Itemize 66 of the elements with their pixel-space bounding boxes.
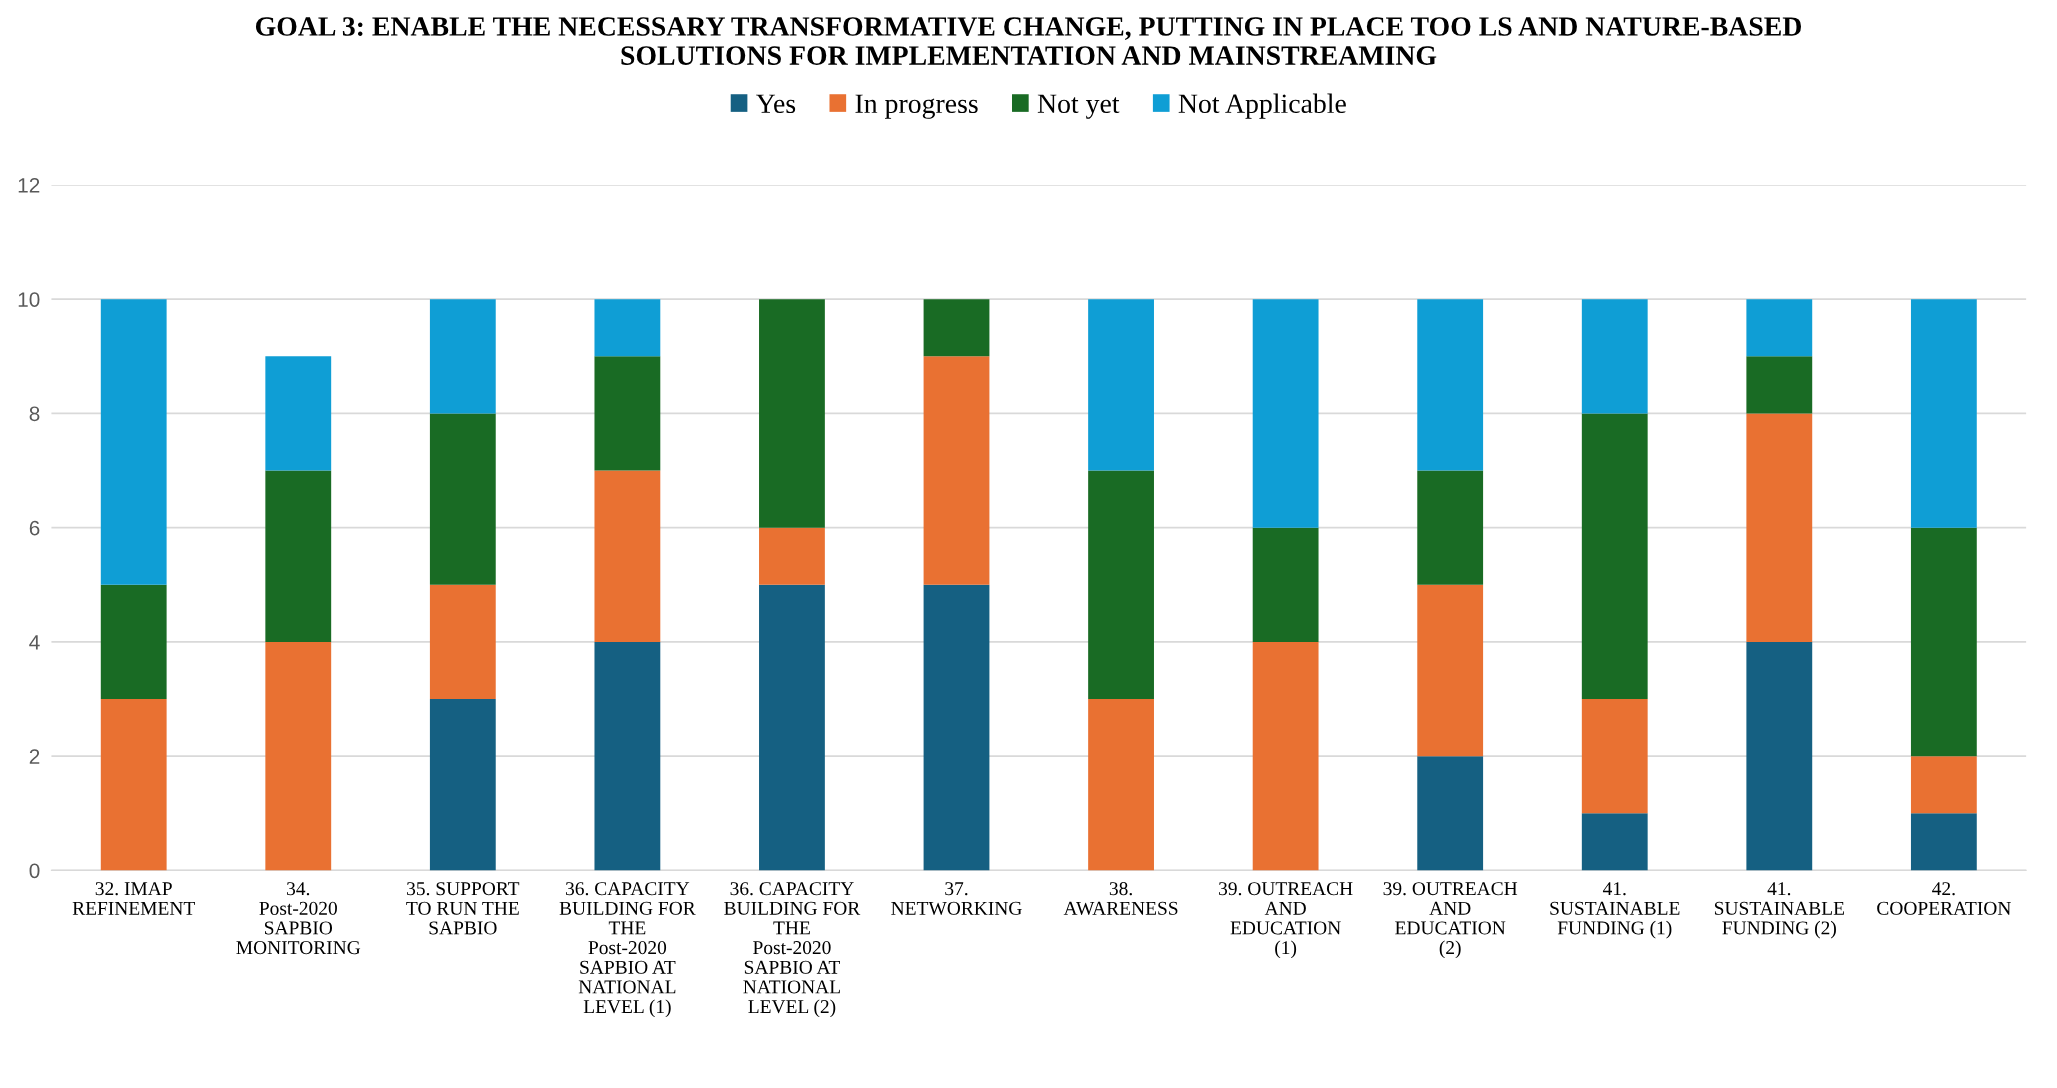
x-tick-label: 41. SUSTAINABLE FUNDING (1) bbox=[1550, 882, 1680, 939]
bar bbox=[1252, 527, 1319, 642]
bar bbox=[923, 299, 990, 357]
bar bbox=[429, 413, 496, 585]
bar bbox=[429, 699, 496, 871]
x-tick-label: 42. COOPERATION bbox=[1877, 882, 2011, 915]
bar bbox=[265, 641, 332, 871]
bar bbox=[923, 584, 990, 871]
y-tick-label: 2 bbox=[29, 749, 40, 764]
bar bbox=[1746, 413, 1813, 642]
bar bbox=[594, 299, 661, 357]
bar bbox=[1417, 470, 1484, 585]
bar bbox=[1417, 756, 1484, 871]
x-tick-label: 39. OUTREACH AND EDUCATION (1) bbox=[1219, 882, 1353, 959]
bar bbox=[265, 470, 332, 642]
bar bbox=[759, 527, 825, 585]
bar bbox=[429, 584, 496, 700]
x-tick-label: 34. Post-2020 SAPBIO MONITORING bbox=[236, 882, 361, 955]
y-tick-label: 10 bbox=[18, 292, 40, 307]
bar bbox=[1581, 813, 1648, 871]
bar bbox=[1581, 699, 1648, 814]
y-tick-label: 4 bbox=[29, 635, 40, 650]
bar bbox=[100, 584, 167, 700]
bar bbox=[1581, 299, 1648, 414]
x-tick-label: 36. CAPACITY BUILDING FOR THE Post-2020 SAPBIO AT NATIONAL LEVEL (2) bbox=[724, 882, 861, 1018]
legend-label: Not yet bbox=[1037, 94, 1120, 119]
legend-label: Not Applicable bbox=[1178, 93, 1346, 119]
bar bbox=[1746, 299, 1813, 357]
bar bbox=[1746, 356, 1813, 414]
bar bbox=[1910, 813, 1977, 871]
bar bbox=[1417, 299, 1484, 471]
bar bbox=[1910, 756, 1977, 814]
bar bbox=[1910, 527, 1977, 757]
bar bbox=[1417, 584, 1484, 757]
legend-label: In progress bbox=[855, 94, 978, 119]
bar bbox=[594, 641, 661, 871]
x-tick-label: 38. AWARENESS bbox=[1063, 882, 1178, 915]
y-tick-label: 12 bbox=[18, 177, 40, 193]
legend-label: Yes bbox=[756, 94, 796, 114]
bar bbox=[759, 584, 825, 871]
bar bbox=[923, 356, 990, 585]
x-tick-label: 41. SUSTAINABLE FUNDING (2) bbox=[1714, 882, 1844, 939]
x-tick-label: 39. OUTREACH AND EDUCATION (2) bbox=[1383, 882, 1518, 959]
bar bbox=[1910, 299, 1977, 528]
x-tick-label: 36. CAPACITY BUILDING FOR THE Post-2020 SAPBIO AT NATIONAL LEVEL (1) bbox=[559, 882, 696, 1018]
x-tick-label: 37. NETWORKING bbox=[891, 882, 1022, 915]
bar bbox=[1252, 641, 1319, 871]
bar bbox=[100, 699, 167, 871]
bar bbox=[1252, 299, 1319, 528]
x-tick-label: 32. IMAP REFINEMENT bbox=[72, 882, 195, 915]
bar bbox=[265, 356, 332, 471]
bar bbox=[1088, 699, 1154, 871]
y-tick-label: 0 bbox=[29, 863, 40, 879]
bar bbox=[1088, 299, 1154, 471]
bar bbox=[759, 299, 825, 528]
bar bbox=[100, 299, 167, 585]
chart-title: GOAL 3: ENABLE THE NECESSARY TRANSFORMATIVE CHANGE, PUTTING IN PLACE TOO LS AND NATURE-BASED SOLUTIONS FOR IMPLEMENTATION AND MAINSTREAMING bbox=[255, 17, 1801, 65]
y-tick-label: 8 bbox=[29, 406, 40, 422]
bar bbox=[429, 299, 496, 414]
bar bbox=[1581, 413, 1648, 700]
bar bbox=[594, 356, 661, 471]
bar bbox=[594, 470, 661, 642]
bar bbox=[1746, 641, 1813, 871]
bar bbox=[1088, 470, 1154, 700]
x-tick-label: 35. SUPPORT TO RUN THE SAPBIO bbox=[406, 882, 520, 935]
y-tick-label: 6 bbox=[29, 520, 40, 536]
